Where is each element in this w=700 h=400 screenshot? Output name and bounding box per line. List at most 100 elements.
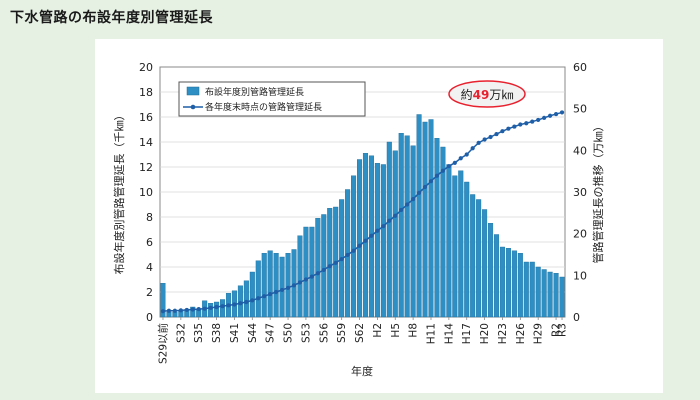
bar xyxy=(517,253,523,318)
bar xyxy=(499,246,505,318)
line-point xyxy=(500,129,505,134)
line-point xyxy=(166,308,172,313)
line-point xyxy=(542,115,547,120)
bar xyxy=(440,146,446,318)
total-callout: 約49万㎞ xyxy=(448,80,526,108)
chart-panel: 0 2 4 6 8 10 12 14 16 18 20 0 10 20 30 40 50 60 S29以前 S32… xyxy=(95,39,663,393)
bar xyxy=(535,266,541,318)
line-point xyxy=(458,156,463,161)
bar xyxy=(493,234,500,318)
line-point xyxy=(434,173,440,178)
bar xyxy=(452,175,458,318)
cumulative-line xyxy=(160,110,565,314)
bar xyxy=(434,138,440,318)
line-point xyxy=(440,168,446,173)
line-point xyxy=(381,224,386,229)
x-tick-label: S35 xyxy=(193,323,205,343)
line-point xyxy=(238,301,243,306)
y-right-tick-label: 20 xyxy=(573,228,587,241)
x-tick-label: H20 xyxy=(479,323,491,344)
line-point xyxy=(333,260,338,265)
bar xyxy=(404,135,410,318)
bar xyxy=(261,253,267,318)
line-point xyxy=(494,131,499,137)
x-tick-label: H17 xyxy=(461,323,473,344)
line-point xyxy=(262,294,267,299)
line-point xyxy=(208,305,213,310)
bar xyxy=(416,114,422,318)
bar xyxy=(482,209,488,318)
bar xyxy=(351,175,357,318)
y-right-tick-label: 40 xyxy=(573,144,587,157)
bar xyxy=(511,250,517,318)
y-left-tick-label: 18 xyxy=(139,86,153,99)
y-left-tick-label: 16 xyxy=(139,111,153,124)
x-tick-label: H5 xyxy=(390,323,402,338)
x-tick-label: S62 xyxy=(354,323,366,343)
bar xyxy=(297,235,303,318)
legend-line-marker xyxy=(190,104,196,110)
legend-bar-swatch xyxy=(186,86,200,96)
line-point xyxy=(559,110,565,115)
bar xyxy=(470,194,476,318)
legend: 布設年度別管路管理延長 各年度末時点の管路管理延長 xyxy=(178,81,366,117)
bar xyxy=(464,181,470,318)
line-point xyxy=(506,126,511,131)
y-right-axis-label: 管路管理延長の推移（万㎞） xyxy=(591,121,605,264)
bar xyxy=(488,223,494,318)
line-point xyxy=(274,289,279,295)
x-tick-label: H8 xyxy=(408,323,420,338)
line-point xyxy=(321,267,326,273)
y-right-axis: 0 10 20 30 40 50 60 xyxy=(573,61,587,324)
bar xyxy=(458,170,464,318)
x-tick-label: S47 xyxy=(265,323,277,343)
chart: 0 2 4 6 8 10 12 14 16 18 20 0 10 20 30 40 50 60 S29以前 S32… xyxy=(112,61,605,378)
bar xyxy=(398,133,404,318)
line-point xyxy=(428,179,434,184)
line-point xyxy=(375,228,380,233)
x-tick-label: H29 xyxy=(533,323,545,344)
bar xyxy=(476,199,482,318)
y-right-tick-label: 0 xyxy=(573,311,580,324)
line-point xyxy=(357,243,362,248)
line-point xyxy=(553,111,559,117)
line-point xyxy=(369,233,374,238)
line-point xyxy=(285,285,291,290)
y-left-tick-label: 20 xyxy=(139,61,153,74)
line-point xyxy=(488,134,493,140)
y-right-tick-label: 50 xyxy=(573,103,587,116)
bar xyxy=(321,214,327,318)
x-axis: S29以前 S32 S35 S38 S41 S44 S47 S50 S53 S56 S59 S62 H2… xyxy=(156,317,569,364)
bar xyxy=(267,250,273,318)
line-point xyxy=(530,119,535,124)
x-tick-label: S32 xyxy=(175,323,187,343)
y-right-tick-label: 30 xyxy=(573,186,587,199)
line-point xyxy=(470,146,475,151)
line-point xyxy=(405,202,410,207)
line-point xyxy=(393,213,398,218)
y-right-tick-label: 60 xyxy=(573,61,587,74)
callout-ellipse xyxy=(448,80,526,108)
bar xyxy=(380,164,386,318)
legend-bar-label: 布設年度別管路管理延長 xyxy=(205,86,304,98)
x-tick-label: S50 xyxy=(283,323,295,343)
bar xyxy=(285,253,291,318)
line-point xyxy=(351,248,356,253)
bar xyxy=(362,153,369,318)
callout-suffix: 万㎞ xyxy=(489,88,513,102)
line-point xyxy=(339,256,344,262)
y-left-tick-label: 8 xyxy=(146,211,153,224)
bar xyxy=(273,253,279,318)
line-point xyxy=(476,140,481,145)
line-point xyxy=(303,277,309,282)
y-left-axis-label: 布設年度別管路管理延長（千㎞） xyxy=(112,110,126,275)
x-tick-label: S38 xyxy=(211,323,223,343)
line-point xyxy=(190,307,195,312)
line-point xyxy=(178,308,183,313)
x-tick-label: H2 xyxy=(372,323,384,338)
line-point xyxy=(250,298,255,303)
bar xyxy=(315,218,321,318)
y-left-tick-label: 4 xyxy=(146,261,153,274)
bar xyxy=(255,260,261,318)
bar xyxy=(559,276,565,318)
